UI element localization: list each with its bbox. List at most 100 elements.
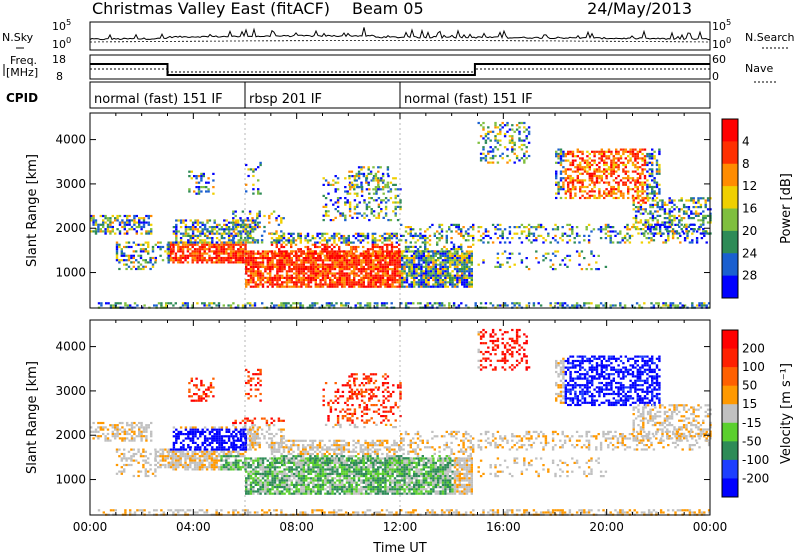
echo-cell — [237, 255, 239, 257]
echo-cell — [259, 266, 261, 268]
echo-cell — [462, 226, 464, 228]
echo-cell — [321, 253, 323, 255]
echo-cell — [333, 237, 335, 239]
echo-cell — [309, 248, 311, 250]
echo-cell — [353, 281, 355, 283]
echo-cell — [615, 164, 617, 166]
echo-cell — [250, 241, 252, 243]
echo-cell — [201, 255, 203, 257]
echo-cell — [286, 281, 288, 283]
echo-cell — [291, 261, 293, 263]
echo-cell — [397, 201, 399, 203]
echo-cell — [162, 455, 164, 457]
echo-cell — [168, 462, 170, 464]
echo-cell — [256, 213, 258, 215]
echo-cell — [182, 451, 184, 453]
echo-cell — [128, 228, 130, 230]
echo-cell — [367, 242, 369, 244]
echo-cell — [596, 175, 598, 177]
echo-cell — [451, 286, 453, 288]
echo-cell — [472, 244, 474, 246]
echo-cell — [590, 250, 592, 252]
echo-cell — [327, 193, 329, 195]
echo-cell — [665, 241, 667, 243]
echo-cell — [454, 283, 456, 285]
echo-cell — [281, 250, 283, 252]
echo-cell — [352, 253, 354, 255]
echo-cell — [453, 248, 455, 250]
echo-cell — [168, 248, 170, 250]
echo-cell — [353, 257, 355, 259]
freq-tick-top: 18 — [52, 53, 66, 66]
echo-cell — [601, 195, 603, 197]
echo-cell — [291, 281, 293, 283]
echo-cell — [348, 184, 350, 186]
echo-cell — [528, 302, 530, 304]
echo-cell — [627, 193, 629, 195]
echo-cell — [162, 451, 164, 453]
echo-cell — [218, 261, 220, 263]
echo-cell — [523, 162, 525, 164]
echo-cell — [295, 261, 297, 263]
echo-cell — [705, 217, 707, 219]
echo-cell — [487, 131, 489, 133]
echo-cell — [396, 275, 398, 277]
echo-cell — [355, 246, 357, 248]
echo-cell — [95, 224, 97, 226]
echo-cell — [579, 197, 581, 199]
echo-cell — [418, 272, 420, 274]
echo-cell — [188, 190, 190, 192]
echo-cell — [283, 286, 285, 288]
echo-cell — [335, 188, 337, 190]
echo-cell — [309, 255, 311, 257]
echo-cell — [121, 460, 123, 462]
echo-cell — [447, 257, 449, 259]
echo-cell — [396, 279, 398, 281]
echo-cell — [700, 226, 702, 228]
echo-cell — [104, 228, 106, 230]
echo-cell — [523, 126, 525, 128]
echo-cell — [145, 215, 147, 217]
echo-cell — [154, 449, 156, 451]
power-heatmap-panel — [90, 113, 712, 309]
echo-cell — [292, 302, 294, 304]
echo-cell — [657, 232, 659, 234]
echo-cell — [382, 173, 384, 175]
echo-cell — [116, 257, 118, 259]
echo-cell — [424, 246, 426, 248]
echo-cell — [593, 155, 595, 157]
echo-cell — [417, 239, 419, 241]
echo-cell — [577, 177, 579, 179]
echo-cell — [435, 281, 437, 283]
echo-cell — [586, 166, 588, 168]
echo-cell — [281, 266, 283, 268]
echo-cell — [196, 248, 198, 250]
echo-cell — [118, 268, 120, 270]
echo-cell — [397, 188, 399, 190]
echo-cell — [387, 173, 389, 175]
echo-cell — [192, 228, 194, 230]
echo-cell — [485, 228, 487, 230]
echo-cell — [591, 188, 593, 190]
echo-cell — [492, 131, 494, 133]
echo-cell — [204, 235, 206, 237]
echo-cell — [281, 268, 283, 270]
echo-cell — [343, 261, 345, 263]
echo-cell — [250, 264, 252, 266]
echo-cell — [326, 304, 328, 306]
echo-cell — [395, 215, 397, 217]
echo-cell — [143, 304, 145, 306]
echo-cell — [286, 286, 288, 288]
echo-cell — [569, 179, 571, 181]
echo-cell — [590, 268, 592, 270]
echo-cell — [180, 453, 182, 455]
echo-cell — [647, 228, 649, 230]
echo-cell — [336, 281, 338, 283]
echo-cell — [601, 155, 603, 157]
echo-cell — [124, 228, 126, 230]
echo-cell — [415, 277, 417, 279]
echo-cell — [449, 261, 451, 263]
echo-cell — [435, 270, 437, 272]
echo-cell — [456, 268, 458, 270]
echo-cell — [137, 266, 139, 268]
